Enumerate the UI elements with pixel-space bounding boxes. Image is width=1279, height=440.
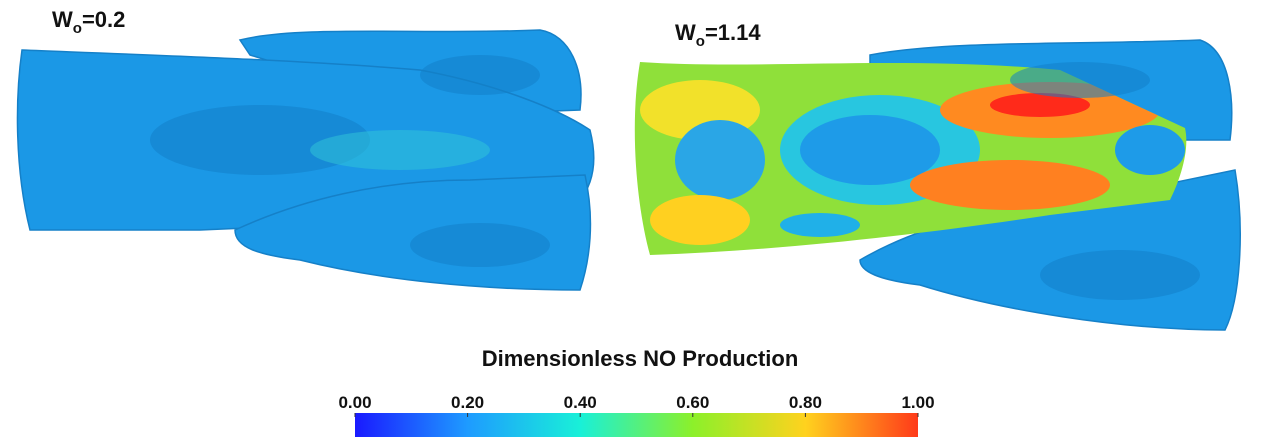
label-value: =0.2 — [82, 7, 125, 32]
colorbar-tick-label: 0.20 — [451, 393, 484, 412]
left-vessel — [17, 30, 593, 290]
colorbar-title: Dimensionless NO Production — [482, 346, 799, 371]
right-vessel — [630, 40, 1240, 330]
colorbar-tick-label: 0.00 — [338, 393, 371, 412]
label-symbol: W — [675, 20, 696, 45]
colorbar-tick-label: 0.40 — [564, 393, 597, 412]
label-subscript: o — [73, 20, 82, 37]
label-symbol: W — [52, 7, 73, 32]
colorbar-tick-label: 0.60 — [676, 393, 709, 412]
panel-label: Wo=1.14 — [675, 20, 761, 50]
colorbar-tick-label: 0.80 — [789, 393, 822, 412]
label-subscript: o — [696, 33, 705, 50]
panel-label: Wo=0.2 — [52, 7, 125, 37]
colorbar — [355, 413, 918, 437]
label-value: =1.14 — [705, 20, 761, 45]
figure: Wo=0.2 Wo=1.14 Dimensionless NO Producti… — [0, 0, 1279, 440]
colorbar-tick-label: 1.00 — [901, 393, 934, 412]
